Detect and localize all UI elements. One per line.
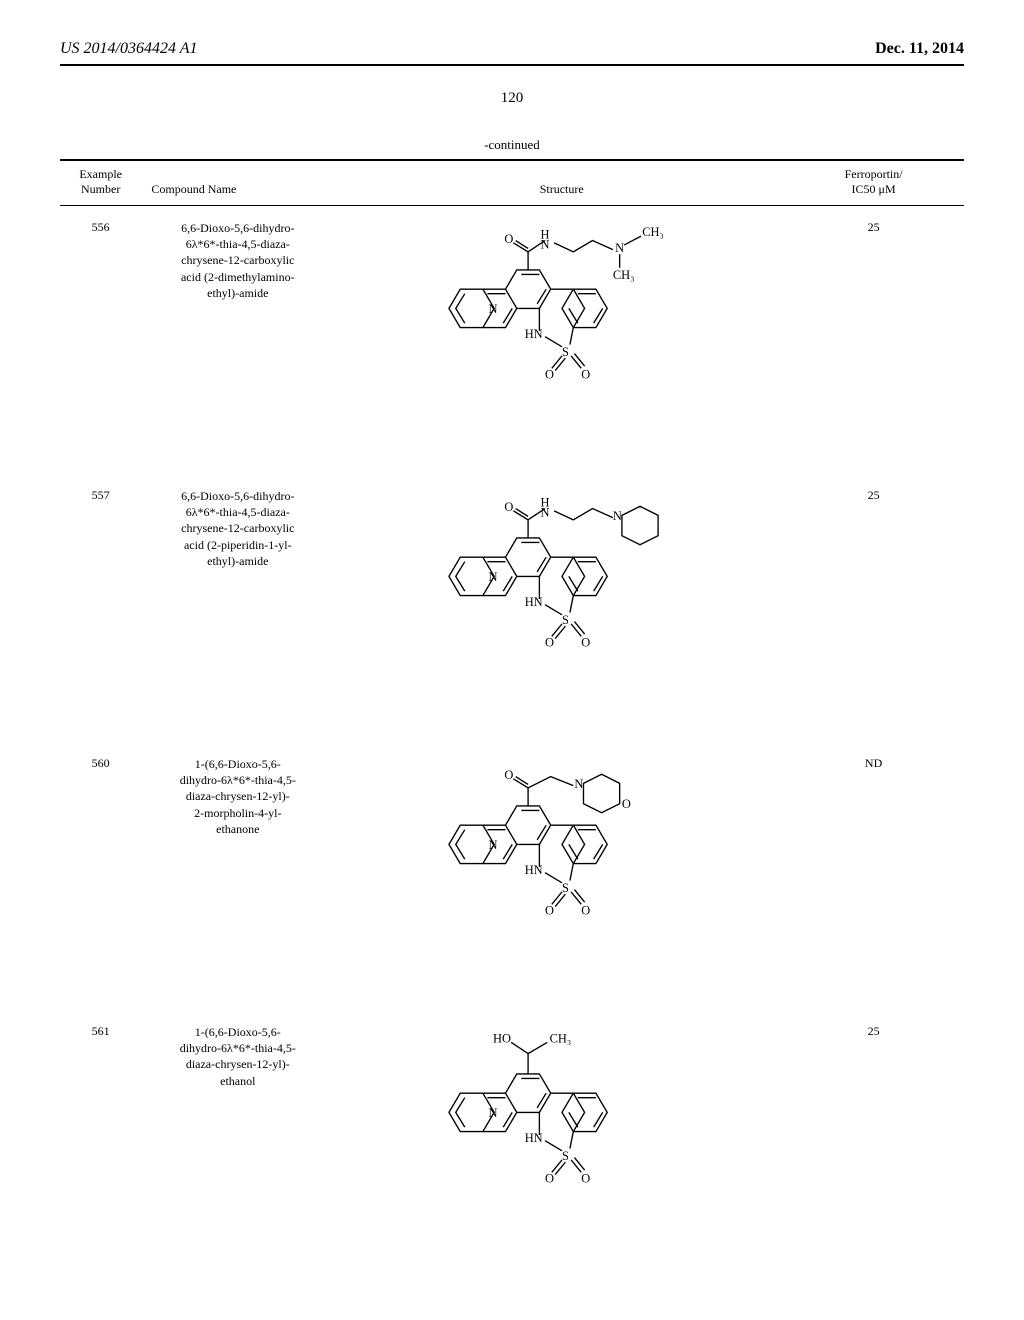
cell-example-number: 557: [60, 474, 141, 742]
col-example-number: Example Number: [60, 161, 141, 205]
cell-structure: [340, 1010, 783, 1278]
cell-example-number: 560: [60, 742, 141, 1010]
chemical-structure: [432, 1024, 692, 1194]
cell-structure: [340, 474, 783, 742]
cell-ic50: 25: [783, 474, 964, 742]
col-compound-name: Compound Name: [141, 161, 340, 205]
publication-date: Dec. 11, 2014: [875, 40, 964, 58]
table-row: 5601-(6,6-Dioxo-5,6- dihydro-6λ*6*-thia-…: [60, 742, 964, 1010]
table-header-row: Example Number Compound Name Structure F…: [60, 161, 964, 205]
page-header: US 2014/0364424 A1 Dec. 11, 2014: [60, 40, 964, 58]
cell-example-number: 561: [60, 1010, 141, 1278]
compound-table: Example Number Compound Name Structure F…: [60, 161, 964, 1278]
table-row: 5576,6-Dioxo-5,6-dihydro- 6λ*6*-thia-4,5…: [60, 474, 964, 742]
col-compound-name-label: Compound Name: [151, 182, 236, 196]
cell-ic50: 25: [783, 1010, 964, 1278]
patent-number: US 2014/0364424 A1: [60, 40, 197, 58]
cell-ic50: 25: [783, 206, 964, 474]
cell-example-number: 556: [60, 206, 141, 474]
page-number: 120: [60, 90, 964, 107]
col-example-number-label: Example Number: [79, 167, 122, 196]
table-row: 5566,6-Dioxo-5,6-dihydro- 6λ*6*-thia-4,5…: [60, 206, 964, 474]
cell-compound-name: 1-(6,6-Dioxo-5,6- dihydro-6λ*6*-thia-4,5…: [141, 1010, 340, 1278]
table-row: 5611-(6,6-Dioxo-5,6- dihydro-6λ*6*-thia-…: [60, 1010, 964, 1278]
col-structure: Structure: [340, 161, 783, 205]
cell-compound-name: 1-(6,6-Dioxo-5,6- dihydro-6λ*6*-thia-4,5…: [141, 742, 340, 1010]
cell-structure: [340, 742, 783, 1010]
chemical-structure: [432, 220, 692, 390]
continued-label: -continued: [60, 137, 964, 153]
cell-compound-name: 6,6-Dioxo-5,6-dihydro- 6λ*6*-thia-4,5-di…: [141, 474, 340, 742]
col-ic50: Ferroportin/ IC50 μM: [783, 161, 964, 205]
cell-structure: [340, 206, 783, 474]
chemical-structure: [432, 756, 692, 926]
header-rule: [60, 64, 964, 66]
cell-compound-name: 6,6-Dioxo-5,6-dihydro- 6λ*6*-thia-4,5-di…: [141, 206, 340, 474]
col-structure-label: Structure: [540, 182, 584, 196]
cell-ic50: ND: [783, 742, 964, 1010]
chemical-structure: [432, 488, 692, 658]
col-ic50-label: Ferroportin/ IC50 μM: [845, 167, 903, 196]
